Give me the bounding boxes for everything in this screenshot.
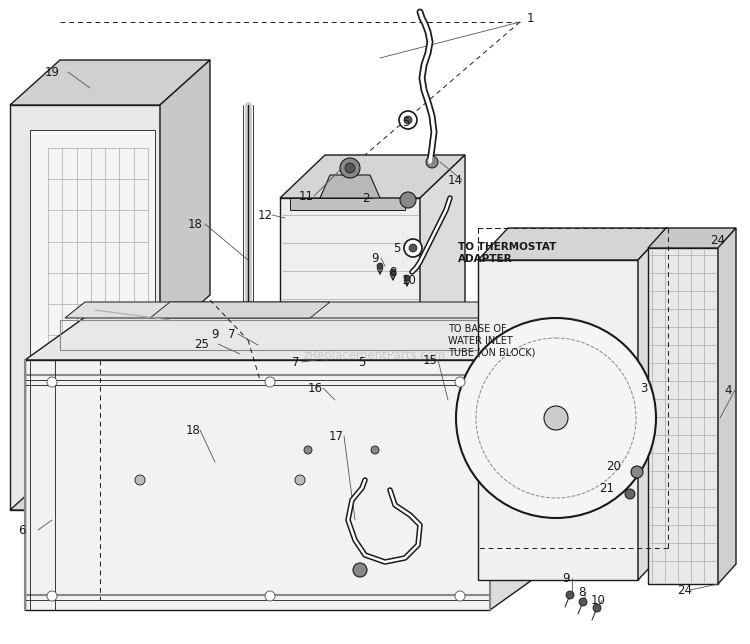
Circle shape — [404, 275, 410, 281]
Text: 2: 2 — [362, 191, 370, 205]
Polygon shape — [490, 310, 560, 610]
Polygon shape — [478, 228, 668, 260]
Circle shape — [371, 446, 379, 454]
Circle shape — [579, 598, 587, 606]
Circle shape — [47, 377, 57, 387]
Text: 1: 1 — [526, 12, 534, 24]
Circle shape — [631, 466, 643, 478]
Text: 10: 10 — [590, 594, 605, 607]
Text: 17: 17 — [328, 430, 344, 442]
Polygon shape — [280, 198, 420, 460]
Polygon shape — [420, 155, 465, 460]
Text: TO BASE OF
WATER INLET
TUBE (ON BLOCK): TO BASE OF WATER INLET TUBE (ON BLOCK) — [448, 324, 536, 357]
Text: 10: 10 — [401, 274, 416, 287]
Text: 5: 5 — [402, 115, 410, 129]
Circle shape — [455, 377, 465, 387]
Polygon shape — [10, 105, 160, 510]
Text: 8: 8 — [389, 265, 397, 278]
Polygon shape — [268, 440, 462, 462]
Polygon shape — [25, 360, 490, 610]
Text: 20: 20 — [607, 460, 622, 473]
Text: 11: 11 — [298, 189, 314, 202]
Text: 24: 24 — [710, 234, 725, 247]
Text: 8: 8 — [578, 585, 586, 598]
Circle shape — [340, 158, 360, 178]
Circle shape — [404, 239, 422, 257]
Text: TO THERMOSTAT
ADAPTER: TO THERMOSTAT ADAPTER — [458, 242, 556, 263]
Text: 7: 7 — [292, 355, 300, 368]
Circle shape — [265, 591, 275, 601]
Text: 5: 5 — [393, 242, 400, 254]
Circle shape — [47, 591, 57, 601]
Polygon shape — [320, 175, 380, 198]
Circle shape — [404, 116, 412, 124]
Polygon shape — [10, 465, 210, 510]
Text: 24: 24 — [677, 583, 692, 596]
Circle shape — [135, 475, 145, 485]
Circle shape — [426, 156, 438, 168]
Text: 19: 19 — [44, 66, 59, 79]
Polygon shape — [160, 60, 210, 340]
Polygon shape — [10, 60, 210, 105]
Polygon shape — [268, 462, 440, 490]
Circle shape — [295, 475, 305, 485]
Text: 25: 25 — [194, 337, 209, 350]
Text: 18: 18 — [188, 218, 202, 231]
Circle shape — [625, 489, 635, 499]
Circle shape — [409, 244, 417, 252]
Polygon shape — [280, 155, 465, 198]
Text: 6: 6 — [18, 524, 26, 536]
Circle shape — [377, 263, 383, 269]
Circle shape — [353, 563, 367, 577]
Circle shape — [455, 591, 465, 601]
Circle shape — [390, 269, 396, 275]
Text: 4: 4 — [724, 383, 732, 397]
Polygon shape — [65, 302, 540, 318]
Polygon shape — [150, 302, 330, 318]
Text: 12: 12 — [257, 209, 272, 222]
Circle shape — [345, 163, 355, 173]
Polygon shape — [718, 228, 736, 584]
Circle shape — [593, 604, 601, 612]
Polygon shape — [290, 198, 405, 210]
Circle shape — [265, 377, 275, 387]
Text: 9: 9 — [562, 571, 570, 585]
Text: 14: 14 — [448, 173, 463, 187]
Circle shape — [544, 406, 568, 430]
Polygon shape — [290, 310, 415, 340]
Text: 5: 5 — [358, 355, 366, 368]
Text: 3: 3 — [640, 381, 648, 395]
Polygon shape — [440, 440, 462, 490]
Text: 16: 16 — [308, 381, 322, 395]
Text: 9: 9 — [371, 252, 379, 265]
Text: zReplacementParts.com: zReplacementParts.com — [304, 348, 446, 361]
Text: 15: 15 — [422, 354, 437, 366]
Polygon shape — [25, 310, 560, 360]
Text: 9: 9 — [211, 328, 219, 341]
Polygon shape — [638, 228, 668, 580]
Circle shape — [399, 111, 417, 129]
Circle shape — [566, 591, 574, 599]
Circle shape — [456, 318, 656, 518]
Circle shape — [304, 446, 312, 454]
Circle shape — [400, 192, 416, 208]
Polygon shape — [30, 130, 155, 490]
Text: 7: 7 — [228, 328, 236, 341]
Text: 21: 21 — [599, 482, 614, 495]
Polygon shape — [478, 260, 638, 580]
Text: 18: 18 — [185, 424, 200, 437]
Polygon shape — [648, 248, 718, 584]
Polygon shape — [648, 228, 736, 248]
